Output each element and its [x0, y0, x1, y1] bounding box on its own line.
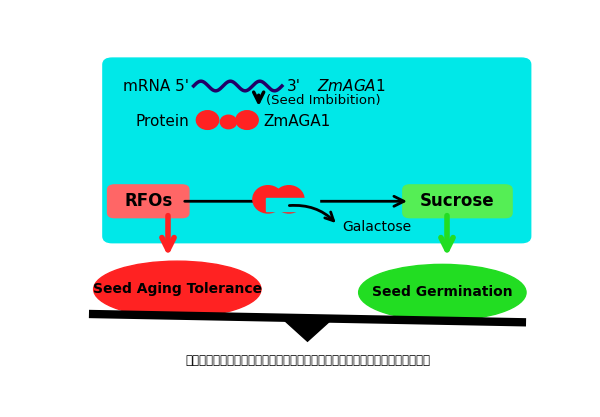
Text: Sucrose: Sucrose [420, 192, 494, 210]
Text: Galactose: Galactose [343, 220, 412, 234]
Text: Protein: Protein [135, 114, 189, 129]
Ellipse shape [196, 111, 218, 129]
Ellipse shape [253, 186, 283, 213]
Text: RFOs: RFOs [124, 192, 173, 210]
FancyBboxPatch shape [103, 58, 531, 243]
Text: ZmAGA1: ZmAGA1 [263, 114, 331, 129]
Ellipse shape [220, 115, 236, 129]
Polygon shape [282, 318, 333, 341]
Text: Seed Germination: Seed Germination [372, 286, 512, 299]
Ellipse shape [359, 264, 526, 321]
Ellipse shape [94, 261, 261, 317]
FancyBboxPatch shape [107, 185, 189, 218]
Text: 3': 3' [287, 78, 301, 93]
FancyBboxPatch shape [266, 198, 319, 211]
Text: mRNA 5': mRNA 5' [123, 78, 189, 93]
FancyBboxPatch shape [403, 185, 512, 218]
Text: Seed Aging Tolerance: Seed Aging Tolerance [93, 282, 262, 296]
Text: $\it{ZmAGA1}$: $\it{ZmAGA1}$ [317, 78, 385, 94]
Ellipse shape [236, 111, 258, 129]
Text: (Seed Imbibition): (Seed Imbibition) [266, 94, 380, 107]
Ellipse shape [274, 186, 304, 213]
Text: 玉米碱性半乳糖苷酶通过水解棉子糖控制玉米种子耐老化能力与萌发之间的平衡: 玉米碱性半乳糖苷酶通过水解棉子糖控制玉米种子耐老化能力与萌发之间的平衡 [185, 354, 430, 367]
